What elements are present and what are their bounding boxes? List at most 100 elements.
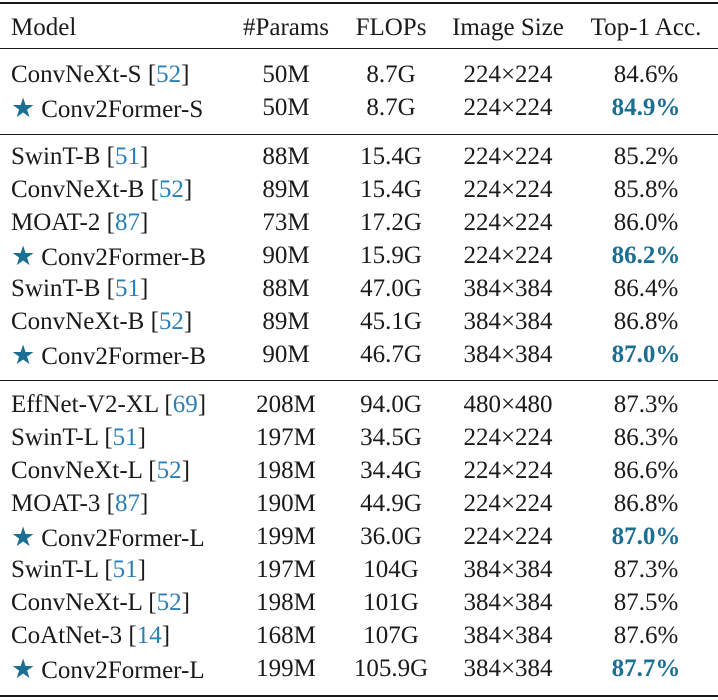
citation[interactable]: [14] [122,622,171,649]
image-size-cell: 224×224 [463,457,553,484]
citation-number[interactable]: 52 [156,61,182,88]
model-cell: MOAT-2 [87] [11,207,148,239]
citation[interactable]: [69] [158,391,207,418]
model-name: EffNet-V2-XL [11,391,159,418]
flops-cell: 15.4G [360,176,422,203]
citation-number[interactable]: 69 [172,391,198,418]
flops-cell: 46.7G [360,341,422,368]
image-size-cell: 224×224 [463,424,553,451]
model-name: MOAT-2 [11,209,101,236]
top1-cell: 85.2% [613,143,679,170]
params-cell: 208M [256,391,316,418]
params-cell: 88M [262,143,310,170]
citation[interactable]: [87] [100,209,149,236]
params-cell: 197M [256,424,316,451]
flops-cell: 105.9G [353,655,429,682]
flops-cell: 15.4G [360,143,422,170]
table-row: ConvNeXt-B [52] 89M 45.1G 384×384 86.8% [0,306,718,338]
citation-number[interactable]: 52 [158,308,184,335]
flops-cell: 44.9G [360,490,422,517]
flops-cell: 8.7G [366,61,416,88]
top1-cell: 87.0% [611,341,681,368]
table-row: ConvNeXt-L [52] 198M 34.4G 224×224 86.6% [0,455,718,487]
image-size-cell: 224×224 [463,176,553,203]
model-name: ConvNeXt-L [11,589,142,616]
citation[interactable]: [52] [141,61,190,88]
params-cell: 190M [256,490,316,517]
image-size-cell: 224×224 [463,490,553,517]
citation-number[interactable]: 52 [156,589,182,616]
citation-number[interactable]: 51 [112,556,138,583]
model-cell: SwinT-L [51] [11,554,146,586]
flops-cell: 101G [363,589,419,616]
params-cell: 198M [256,589,316,616]
model-name: ConvNeXt-L [11,457,142,484]
image-size-cell: 384×384 [463,308,553,335]
citation[interactable]: [51] [98,424,146,451]
top1-cell: 87.7% [611,655,681,682]
params-cell: 197M [256,556,316,583]
citation-number[interactable]: 52 [158,176,184,203]
table-row: MOAT-2 [87] 73M 17.2G 224×224 86.0% [0,207,718,239]
citation[interactable]: [52] [142,457,190,484]
citation[interactable]: [52] [144,176,193,203]
top1-cell: 87.5% [613,589,679,616]
star-icon: ★ [11,654,36,684]
table-row: SwinT-B [51] 88M 15.4G 224×224 85.2% [0,141,718,173]
header-rule [0,48,718,49]
header-params: #Params [242,14,330,41]
model-cell: SwinT-L [51] [11,422,146,454]
model-name: CoAtNet-3 [11,622,123,649]
citation-number[interactable]: 51 [114,143,140,170]
image-size-cell: 384×384 [463,275,553,302]
table-row: SwinT-B [51] 88M 47.0G 384×384 86.4% [0,273,718,305]
citation-number[interactable]: 14 [136,622,162,649]
table-row: SwinT-L [51] 197M 104G 384×384 87.3% [0,554,718,586]
image-size-cell: 384×384 [463,556,553,583]
citation-number[interactable]: 87 [114,209,140,236]
citation-number[interactable]: 51 [114,275,140,302]
top1-cell: 87.0% [611,523,681,550]
image-size-cell: 384×384 [463,622,553,649]
flops-cell: 45.1G [360,308,422,335]
top1-cell: 84.6% [613,61,679,88]
citation-number[interactable]: 87 [114,490,140,517]
group-divider-2 [0,380,718,381]
params-cell: 90M [262,242,310,269]
model-name: Conv2Former-L [41,657,205,684]
model-name: SwinT-L [11,424,99,451]
model-cell: ConvNeXt-L [52] [11,587,190,619]
params-cell: 199M [256,655,316,682]
header-model: Model [11,14,77,41]
params-cell: 198M [256,457,316,484]
flops-cell: 107G [363,622,419,649]
table-row: ★ Conv2Former-L 199M 105.9G 384×384 87.7% [0,653,718,685]
table-row: ★ Conv2Former-S 50M 8.7G 224×224 84.9% [0,92,718,124]
top1-cell: 85.8% [613,176,679,203]
header-image-size: Image Size [452,14,564,41]
header-top1: Top-1 Acc. [590,14,702,41]
model-cell: SwinT-B [51] [11,141,148,173]
image-size-cell: 224×224 [463,61,553,88]
citation-number[interactable]: 51 [112,424,138,451]
citation-number[interactable]: 52 [156,457,182,484]
model-cell: EffNet-V2-XL [69] [11,389,206,421]
model-cell: ConvNeXt-B [52] [11,306,192,338]
model-cell: MOAT-3 [87] [11,488,148,520]
model-name: Conv2Former-B [41,244,206,271]
flops-cell: 17.2G [360,209,422,236]
top1-cell: 84.9% [611,94,681,121]
citation[interactable]: [51] [98,556,146,583]
star-icon: ★ [11,93,36,123]
citation[interactable]: [51] [100,275,149,302]
citation[interactable]: [52] [142,589,190,616]
flops-cell: 34.4G [360,457,422,484]
model-name: ConvNeXt-B [11,176,145,203]
image-size-cell: 224×224 [463,143,553,170]
citation[interactable]: [51] [100,143,149,170]
params-cell: 50M [262,94,310,121]
model-cell: ConvNeXt-L [52] [11,455,190,487]
citation[interactable]: [52] [144,308,193,335]
citation[interactable]: [87] [100,490,149,517]
flops-cell: 15.9G [360,242,422,269]
